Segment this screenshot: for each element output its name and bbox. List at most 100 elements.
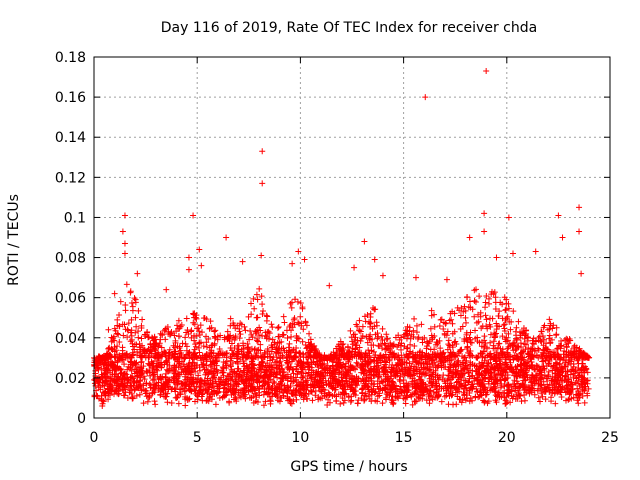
data-point <box>268 321 275 328</box>
data-point <box>183 329 190 336</box>
data-point <box>505 305 512 312</box>
data-point <box>135 307 142 314</box>
data-point <box>548 353 555 360</box>
data-point <box>255 338 262 345</box>
data-point <box>220 365 227 372</box>
data-point <box>153 382 160 389</box>
data-point <box>190 374 197 381</box>
data-point <box>520 329 527 336</box>
y-tick-label: 0.14 <box>55 130 86 146</box>
data-point <box>445 376 452 383</box>
data-point <box>373 366 380 373</box>
data-point <box>280 313 287 320</box>
data-point <box>479 383 486 390</box>
data-point <box>433 339 440 346</box>
data-point <box>124 395 131 402</box>
data-point <box>528 384 535 391</box>
data-point <box>263 312 270 319</box>
data-point <box>389 397 396 404</box>
data-point <box>96 379 103 386</box>
data-point <box>571 348 578 355</box>
data-point <box>365 367 372 374</box>
data-point <box>535 394 542 401</box>
data-point <box>113 347 120 354</box>
data-point <box>258 293 265 300</box>
data-point <box>520 348 527 355</box>
data-point <box>402 383 409 390</box>
data-point <box>208 342 215 349</box>
data-point <box>390 343 397 350</box>
data-point <box>513 335 520 342</box>
data-point <box>236 335 243 342</box>
data-point <box>200 315 207 322</box>
data-point <box>545 373 552 380</box>
data-point <box>381 386 388 393</box>
data-point <box>388 396 395 403</box>
data-point <box>448 316 455 323</box>
data-point <box>568 354 575 361</box>
data-point <box>500 368 507 375</box>
data-point <box>359 323 366 330</box>
data-point <box>317 354 324 361</box>
data-point <box>529 353 536 360</box>
data-point <box>353 359 360 366</box>
data-point <box>343 375 350 382</box>
data-point <box>376 390 383 397</box>
data-point <box>358 386 365 393</box>
data-point <box>211 365 218 372</box>
data-point <box>472 298 479 305</box>
data-point <box>412 274 419 281</box>
data-point <box>194 375 201 382</box>
data-point <box>550 322 557 329</box>
data-point <box>102 378 109 385</box>
data-point <box>456 388 463 395</box>
data-point <box>552 400 559 407</box>
data-point <box>273 346 280 353</box>
data-point <box>212 401 219 408</box>
data-point <box>584 380 591 387</box>
data-point <box>256 285 263 292</box>
data-point <box>199 390 206 397</box>
data-point <box>390 401 397 408</box>
data-point <box>579 354 586 361</box>
data-point <box>548 377 555 384</box>
data-point <box>103 369 110 376</box>
data-point <box>257 341 264 348</box>
data-point <box>307 341 314 348</box>
data-point <box>99 402 106 409</box>
data-point <box>274 324 281 331</box>
data-point <box>194 325 201 332</box>
data-point <box>550 381 557 388</box>
data-point <box>417 360 424 367</box>
data-point <box>256 324 263 331</box>
data-point <box>196 388 203 395</box>
data-point <box>512 385 519 392</box>
data-point <box>418 380 425 387</box>
data-point <box>477 309 484 316</box>
data-point <box>437 345 444 352</box>
data-point <box>383 354 390 361</box>
data-point <box>422 354 429 361</box>
data-point <box>106 386 113 393</box>
data-point <box>360 366 367 373</box>
data-point <box>159 331 166 338</box>
data-point <box>100 355 107 362</box>
data-point <box>306 330 313 337</box>
data-point <box>129 349 136 356</box>
data-point <box>347 327 354 334</box>
data-point <box>262 380 269 387</box>
data-point <box>510 342 517 349</box>
data-point <box>128 316 135 323</box>
data-point <box>444 328 451 335</box>
data-point <box>580 350 587 357</box>
data-point <box>269 383 276 390</box>
data-point <box>379 400 386 407</box>
x-tick-label: 10 <box>291 430 309 446</box>
data-point <box>116 338 123 345</box>
data-point <box>245 387 252 394</box>
data-point <box>227 385 234 392</box>
data-point <box>447 363 454 370</box>
data-point <box>278 362 285 369</box>
data-point <box>517 372 524 379</box>
